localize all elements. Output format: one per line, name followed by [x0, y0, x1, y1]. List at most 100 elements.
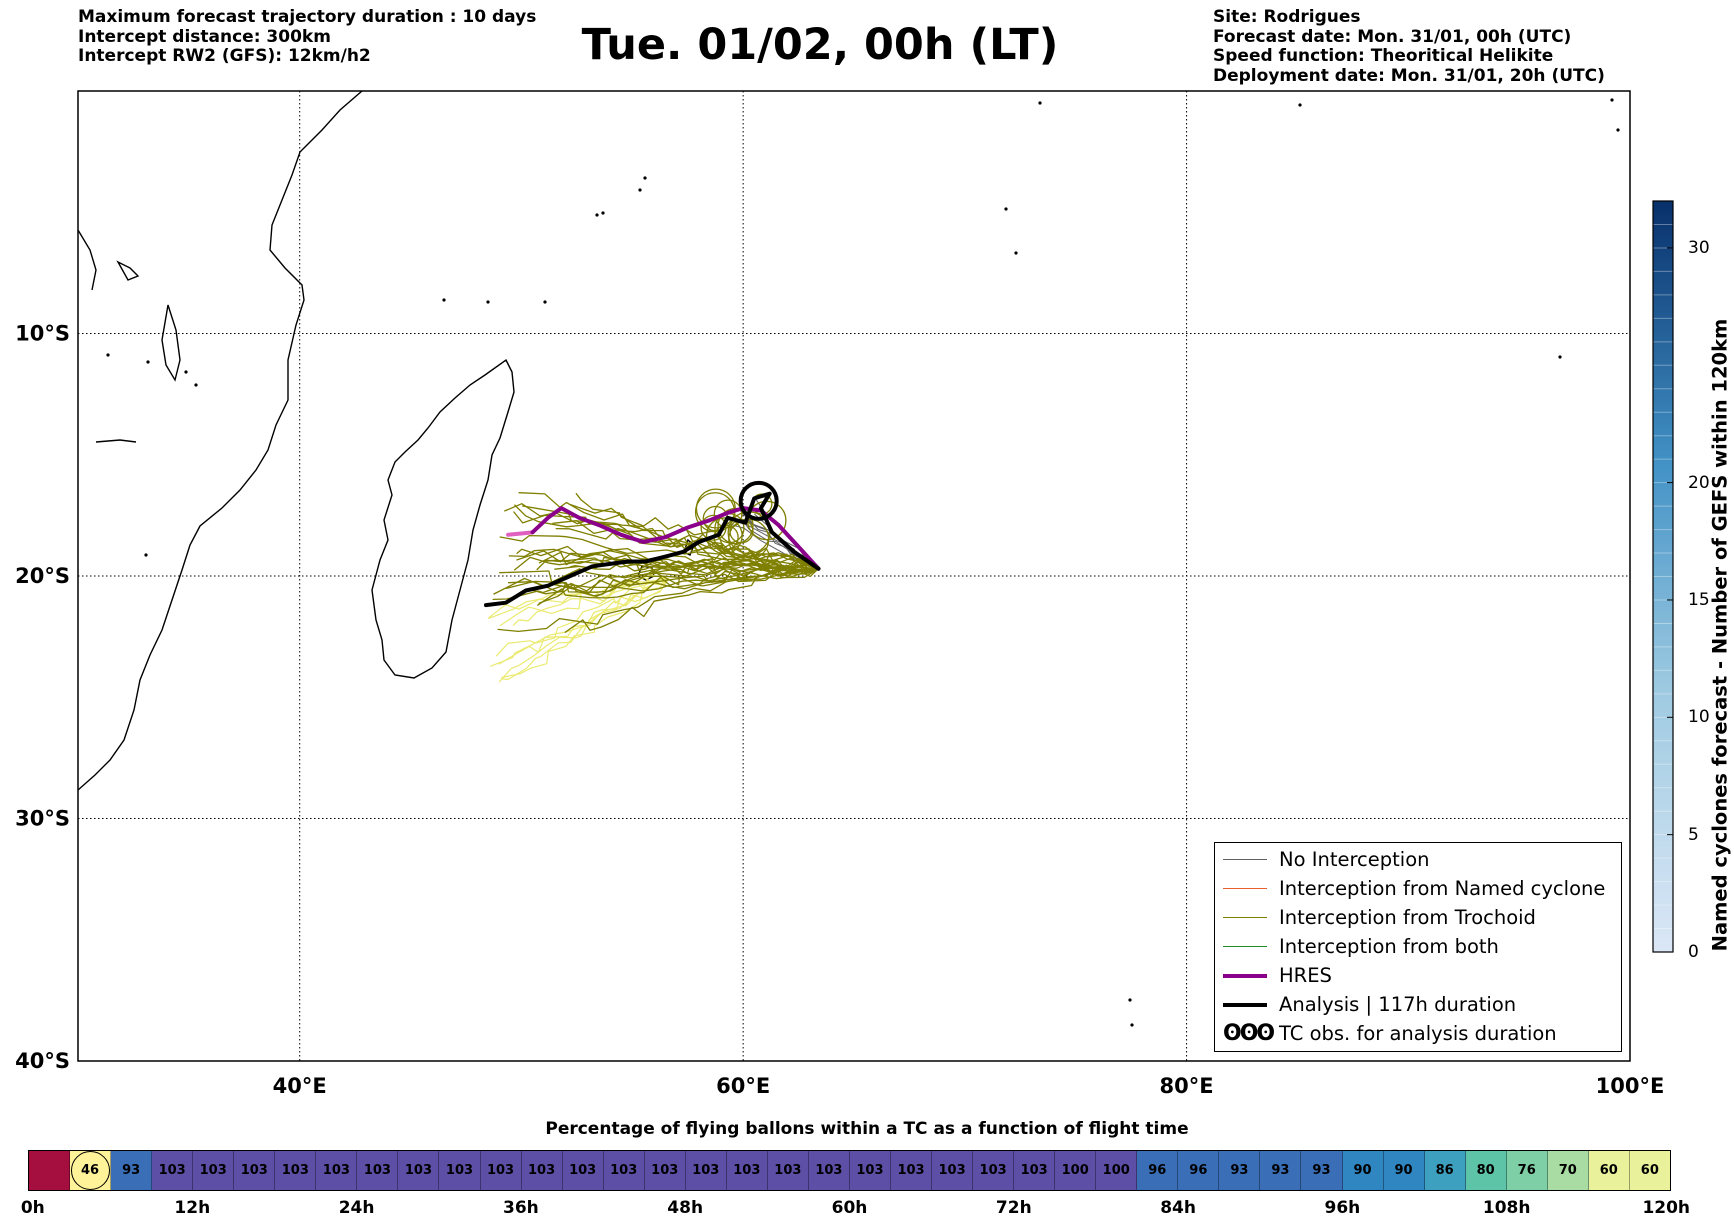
flight-time-strip: 46 93 103 103 103 103 103 103 103 103 103 103 103 103… [28, 1150, 1671, 1191]
trochoid-track [516, 545, 820, 572]
island-dot [1128, 998, 1132, 1002]
analysis-loop [738, 480, 779, 521]
strip-cell: 80 [1465, 1151, 1507, 1190]
legend-swatch [1223, 859, 1267, 860]
strip-cell-start [29, 1151, 71, 1190]
legend-swatch [1223, 888, 1267, 889]
comoros-islands [116, 260, 181, 382]
legend-label: Interception from Named cyclone [1279, 877, 1606, 900]
strip-cell: 103 [932, 1151, 974, 1190]
strip-cell: 76 [1506, 1151, 1548, 1190]
strip-cell: 103 [357, 1151, 399, 1190]
trochoid-track [499, 534, 820, 574]
colorbar-tick-label: 10 [1688, 707, 1710, 728]
lon-tick-label: 60°E [716, 1074, 770, 1098]
strip-cell: 93 [1219, 1151, 1261, 1190]
legend-swatch [1223, 973, 1267, 978]
trochoid-track [493, 568, 820, 595]
intercept-rw2-text: Intercept RW2 (GFS): 12km/h2 [78, 46, 371, 66]
strip-cell: 100 [1096, 1151, 1138, 1190]
strip-time-label: 108h [1482, 1198, 1531, 1218]
strip-cell: 60 [1588, 1151, 1630, 1190]
strip-cell: 103 [603, 1151, 645, 1190]
map-frame [77, 90, 1631, 1062]
lon-tick-label: 80°E [1160, 1074, 1214, 1098]
legend-item-trochoid: Interception from Trochoid [1223, 903, 1536, 932]
strip-cell: 103 [316, 1151, 358, 1190]
legend-item-analysis: Analysis | 117h duration [1223, 990, 1516, 1019]
coastline [78, 91, 695, 791]
island-dot [1130, 1023, 1134, 1027]
island-dot [442, 298, 446, 302]
colorbar-tick-label: 30 [1688, 237, 1710, 258]
strip-cell: 93 [111, 1151, 153, 1190]
yellow-track [496, 577, 670, 657]
island-dot [595, 213, 599, 217]
trochoid-loop [705, 517, 743, 555]
strip-cell: 103 [275, 1151, 317, 1190]
trochoid-track [575, 493, 820, 570]
strip-time-label: 24h [338, 1198, 375, 1218]
lat-tick-label: 40°S [15, 1049, 70, 1073]
forecast-date-text: Forecast date: Mon. 31/01, 00h (UTC) [1213, 26, 1572, 47]
trochoid-track [537, 564, 820, 606]
yellow-track [498, 578, 670, 683]
yellow-track [498, 578, 670, 665]
strip-time-label: 72h [995, 1198, 1032, 1218]
legend-item-both: Interception from both [1223, 932, 1499, 961]
island-dot [643, 176, 647, 180]
site-text: Site: Rodrigues [1213, 7, 1361, 27]
legend-item-named-cyclone: Interception from Named cyclone [1223, 874, 1605, 903]
trochoid-track [538, 568, 820, 604]
lon-tick-label: 40°E [273, 1074, 327, 1098]
island-dot [486, 300, 490, 304]
strip-cell: 90 [1383, 1151, 1425, 1190]
trochoid-track [569, 554, 820, 573]
island-dot [543, 300, 547, 304]
strip-time-label: 48h [667, 1198, 704, 1218]
lat-tick-label: 20°S [15, 564, 70, 588]
strip-cell: 96 [1137, 1151, 1179, 1190]
cyclone-colorbar [1652, 200, 1674, 953]
strip-time-label: 60h [831, 1198, 868, 1218]
strip-cell: 103 [849, 1151, 891, 1190]
legend-swatch [1223, 946, 1267, 947]
deployment-date-text: Deployment date: Mon. 31/01, 20h (UTC) [1213, 65, 1605, 86]
island-dot [1616, 128, 1620, 132]
strip-cell: 93 [1260, 1151, 1302, 1190]
strip-cell: 103 [644, 1151, 686, 1190]
strip-cell: 103 [193, 1151, 235, 1190]
legend-item-hres: HRES [1223, 961, 1332, 990]
strip-time-label: 0h [20, 1198, 45, 1218]
strip-cell: 100 [1055, 1151, 1097, 1190]
strip-time-label: 120h [1642, 1198, 1691, 1218]
lat-tick-label: 30°S [15, 807, 70, 831]
map-legend: No Interception Interception from Named … [1214, 842, 1622, 1052]
header-left-info: Maximum forecast trajectory duration : 1… [78, 7, 537, 67]
legend-swatch [1223, 917, 1267, 918]
small-islands [106, 98, 1620, 1027]
max-duration-text: Maximum forecast trajectory duration : 1… [78, 7, 537, 27]
strip-time-label: 84h [1160, 1198, 1196, 1218]
island-dot [1610, 98, 1614, 102]
trochoid-track [564, 568, 820, 633]
island-dot [194, 383, 198, 387]
colorbar-tick-label: 5 [1688, 824, 1699, 845]
island-dot [1004, 207, 1008, 211]
legend-label: Interception from both [1279, 935, 1499, 958]
page-title: Tue. 01/02, 00h (LT) [581, 20, 1059, 70]
legend-item-no-interception: No Interception [1223, 845, 1430, 874]
header-right-info: Site: Rodrigues Forecast date: Mon. 31/0… [1213, 7, 1605, 86]
island-dot [144, 553, 148, 557]
legend-label: HRES [1279, 964, 1332, 987]
africa-coastline [78, 91, 363, 791]
somalia-coast-fragment [78, 229, 97, 291]
strip-cell: 93 [1301, 1151, 1343, 1190]
strip-cell: 103 [890, 1151, 933, 1190]
strip-title: Percentage of flying ballons within a TC… [545, 1119, 1189, 1139]
legend-swatch [1223, 1002, 1267, 1007]
strip-cell: 103 [152, 1151, 194, 1190]
colorbar-tick-label: 0 [1688, 942, 1699, 962]
tc-obs-symbol: ʘʘʘ [1223, 1020, 1275, 1046]
